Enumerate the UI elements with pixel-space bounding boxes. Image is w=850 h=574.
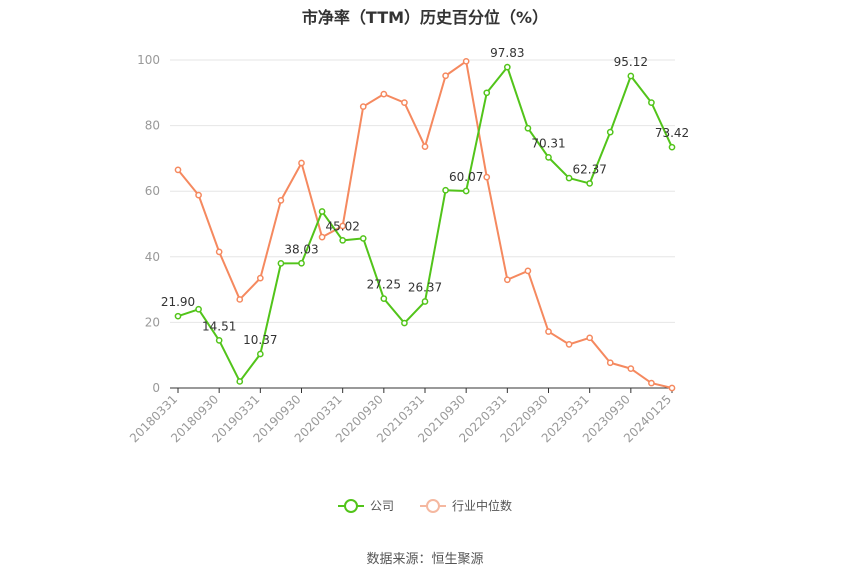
data-label: 14.51	[202, 319, 236, 333]
data-point-company	[668, 143, 676, 151]
data-point-industry	[359, 103, 367, 110]
data-point-company	[586, 180, 594, 187]
data-point-industry	[256, 274, 264, 282]
legend-item-company[interactable]: 公司	[337, 497, 394, 514]
data-point-industry	[524, 267, 532, 275]
data-point-industry	[668, 384, 676, 392]
y-tick-label: 0	[152, 381, 160, 395]
data-label: 60.07	[449, 170, 483, 184]
data-point-company	[380, 295, 388, 302]
data-point-company	[256, 350, 264, 358]
data-point-industry	[277, 197, 285, 204]
data-label: 45.02	[325, 219, 359, 233]
data-point-company	[359, 235, 367, 242]
data-point-industry	[401, 99, 408, 106]
data-source: 数据来源：恒生聚源	[366, 552, 484, 567]
data-point-industry	[483, 173, 491, 181]
data-point-company	[524, 124, 532, 132]
legend-swatch-company	[337, 498, 364, 513]
legend-swatch-industry	[420, 498, 446, 513]
data-point-industry	[627, 365, 635, 372]
data-point-industry	[215, 248, 223, 256]
data-point-company	[648, 99, 655, 106]
data-label: 27.25	[367, 278, 401, 292]
data-point-company	[401, 319, 408, 327]
data-point-company	[195, 305, 202, 313]
series-lines	[174, 57, 676, 392]
data-point-industry	[195, 191, 202, 199]
data-label: 26.37	[408, 281, 442, 295]
data-point-company	[318, 208, 326, 215]
data-point-company	[503, 63, 511, 71]
data-point-industry	[174, 166, 182, 174]
data-point-company	[421, 298, 429, 305]
data-point-industry	[339, 222, 347, 230]
axes: 0204060801002018033120180930201903312019…	[127, 53, 675, 445]
data-point-company	[483, 89, 491, 97]
data-point-industry	[318, 233, 326, 241]
data-point-company	[298, 259, 305, 267]
chart-title: 市净率（TTM）历史百分位（%）	[301, 8, 549, 27]
data-point-company	[462, 187, 470, 195]
data-label: 73.42	[655, 126, 689, 140]
legend-label-company: 公司	[369, 499, 394, 513]
data-label: 10.37	[243, 333, 277, 347]
data-labels: 21.90 14.51 10.37 38.03 45.02 27.25 26.37 60.07…	[161, 46, 689, 347]
data-point-industry	[545, 328, 552, 335]
data-point-industry	[298, 159, 305, 167]
data-label: 62.37	[572, 162, 606, 176]
data-point-company	[215, 337, 223, 344]
y-tick-label: 20	[145, 315, 160, 329]
data-point-industry	[503, 276, 511, 284]
line-chart: 0204060801002018033120180930201903312019…	[127, 46, 689, 445]
data-point-company	[442, 186, 449, 194]
data-point-industry	[380, 90, 388, 98]
data-point-company	[627, 72, 635, 80]
data-point-company	[606, 128, 614, 136]
legend: 公司 行业中位数	[0, 497, 850, 514]
data-point-industry	[586, 334, 594, 342]
data-point-company	[236, 378, 244, 385]
grid-lines	[170, 59, 675, 323]
data-point-company	[174, 312, 182, 320]
data-label: 70.31	[531, 136, 565, 150]
y-tick-label: 100	[137, 53, 160, 67]
data-label: 21.90	[161, 295, 195, 309]
data-label: 97.83	[490, 46, 524, 60]
data-point-industry	[236, 296, 244, 303]
data-point-company	[277, 260, 285, 267]
data-point-company	[565, 174, 573, 182]
data-point-industry	[442, 72, 449, 80]
data-point-industry	[565, 341, 573, 348]
data-point-industry	[421, 143, 429, 150]
data-point-industry	[648, 379, 655, 387]
y-tick-label: 60	[145, 184, 160, 198]
legend-item-industry[interactable]: 行业中位数	[420, 497, 512, 514]
y-tick-label: 80	[145, 119, 160, 133]
data-label: 95.12	[614, 55, 648, 69]
legend-label-industry: 行业中位数	[452, 499, 513, 513]
y-tick-label: 40	[145, 250, 160, 264]
data-point-industry	[462, 57, 470, 65]
data-point-industry	[606, 359, 614, 367]
data-label: 38.03	[284, 242, 318, 256]
data-point-company	[545, 154, 552, 161]
data-point-company	[339, 236, 347, 244]
